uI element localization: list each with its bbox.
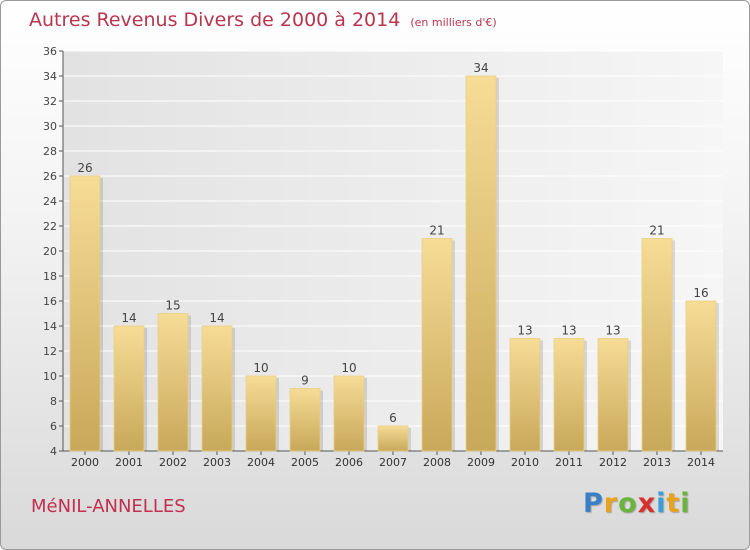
- logo-letter: t: [666, 488, 681, 519]
- labels: 4 6 8 10 12 14 16 18 20 22 24 26 28 30 32 34 36 26 2000 14 2…: [43, 45, 715, 469]
- y-tick-label: 28: [43, 145, 57, 158]
- y-tick-label: 30: [43, 120, 57, 133]
- data-label: 34: [473, 61, 488, 75]
- y-tick-label: 26: [43, 170, 57, 183]
- logo-letter: P: [583, 488, 604, 519]
- commune-name: MéNIL-ANNELLES: [31, 496, 186, 517]
- data-label: 13: [561, 324, 576, 338]
- bar: [157, 313, 189, 452]
- logo-letter: x: [637, 488, 657, 519]
- x-tick-label: 2005: [291, 456, 319, 469]
- logo-letter: i: [680, 488, 691, 519]
- x-tick-label: 2011: [555, 456, 583, 469]
- data-label: 21: [649, 224, 664, 238]
- data-label: 10: [341, 361, 356, 375]
- x-tick-label: 2002: [159, 456, 187, 469]
- y-tick-label: 8: [50, 395, 57, 408]
- bar: [509, 338, 541, 452]
- x-tick-label: 2009: [467, 456, 495, 469]
- bar: [289, 388, 321, 452]
- y-tick-label: 36: [43, 45, 57, 58]
- bar: [245, 375, 277, 452]
- y-tick-label: 22: [43, 220, 57, 233]
- data-label: 26: [77, 161, 92, 175]
- data-label: 13: [517, 324, 532, 338]
- x-tick-label: 2006: [335, 456, 363, 469]
- data-label: 13: [605, 324, 620, 338]
- logo-letter: i: [656, 488, 667, 519]
- x-tick-label: 2004: [247, 456, 275, 469]
- data-label: 14: [121, 311, 136, 325]
- y-tick-label: 6: [50, 420, 57, 433]
- bar: [465, 75, 497, 452]
- bars: [69, 75, 719, 452]
- x-tick-label: 2012: [599, 456, 627, 469]
- x-tick-label: 2000: [71, 456, 99, 469]
- x-tick-label: 2008: [423, 456, 451, 469]
- x-tick-label: 2007: [379, 456, 407, 469]
- x-tick-label: 2003: [203, 456, 231, 469]
- bar: [641, 238, 673, 452]
- chart-subtitle: (en milliers d'€): [410, 16, 497, 29]
- bar: [69, 175, 101, 452]
- y-tick-label: 12: [43, 345, 57, 358]
- data-label: 14: [209, 311, 224, 325]
- chart-title-text: Autres Revenus Divers de 2000 à 2014: [29, 9, 401, 31]
- y-tick-label: 18: [43, 270, 57, 283]
- data-label: 16: [693, 286, 708, 300]
- x-tick-label: 2010: [511, 456, 539, 469]
- logo-letter: o: [618, 488, 638, 519]
- y-tick-label: 4: [50, 445, 57, 458]
- bar: [553, 338, 585, 452]
- x-tick-label: 2014: [687, 456, 715, 469]
- bar: [597, 338, 629, 452]
- data-label: 21: [429, 224, 444, 238]
- y-tick-label: 24: [43, 195, 57, 208]
- bar: [685, 300, 717, 452]
- bar: [201, 325, 233, 452]
- data-label: 15: [165, 299, 180, 313]
- proxiti-logo: Proxiti: [583, 488, 691, 519]
- logo-letter: r: [603, 488, 619, 519]
- y-tick-label: 10: [43, 370, 57, 383]
- chart-title: Autres Revenus Divers de 2000 à 2014 (en…: [29, 9, 497, 31]
- bar: [421, 238, 453, 452]
- y-tick-label: 32: [43, 95, 57, 108]
- y-tick-label: 20: [43, 245, 57, 258]
- bar: [113, 325, 145, 452]
- x-tick-label: 2013: [643, 456, 671, 469]
- y-tick-label: 16: [43, 295, 57, 308]
- y-tick-label: 14: [43, 320, 57, 333]
- y-tick-label: 34: [43, 70, 57, 83]
- bar: [333, 375, 365, 452]
- data-label: 9: [301, 374, 309, 388]
- data-label: 10: [253, 361, 268, 375]
- data-label: 6: [389, 411, 397, 425]
- bar: [377, 425, 409, 452]
- x-tick-label: 2001: [115, 456, 143, 469]
